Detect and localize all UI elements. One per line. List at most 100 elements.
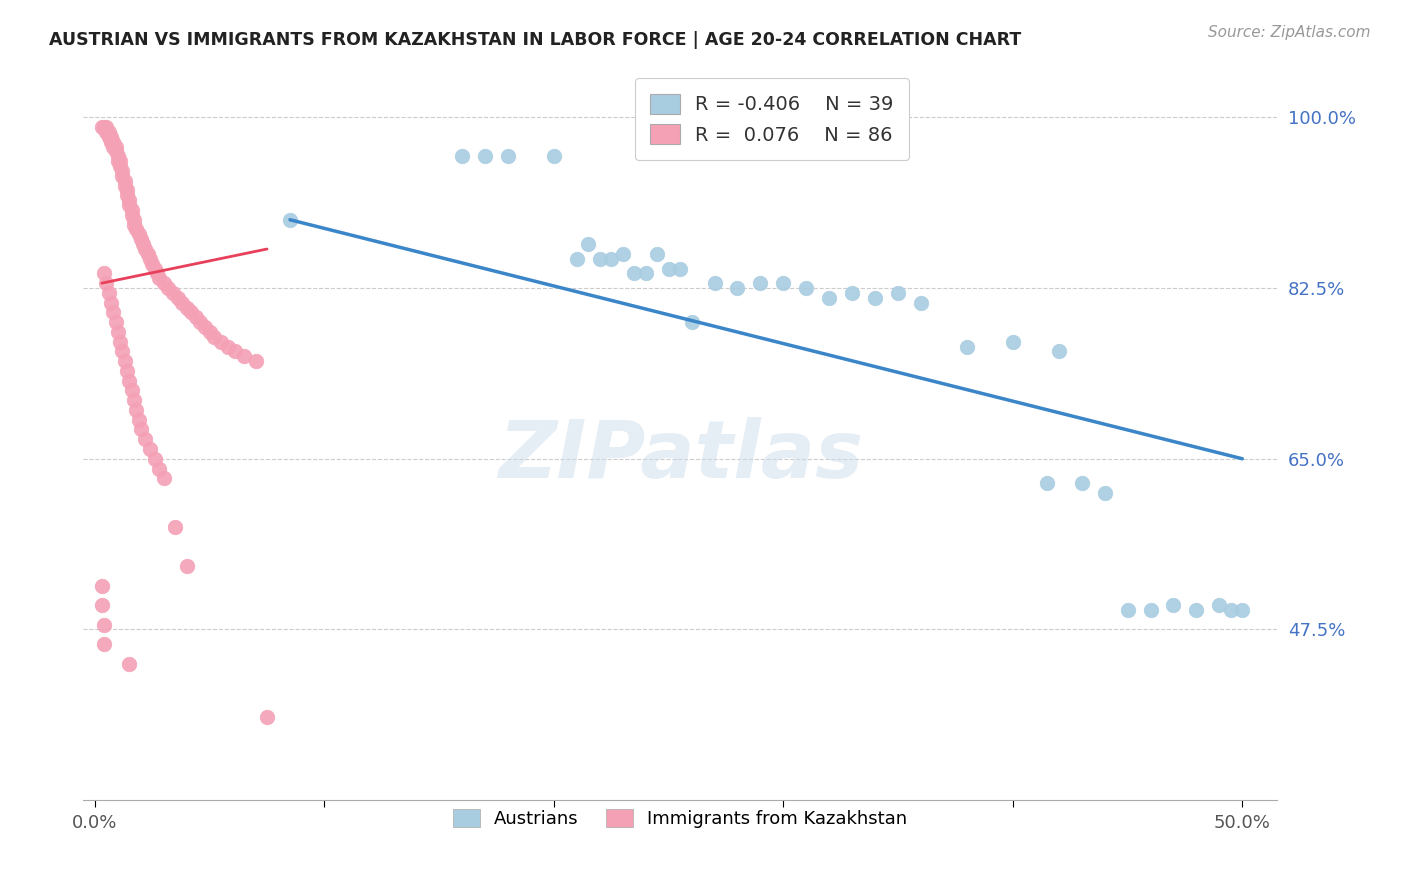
Point — [139, 442, 162, 456]
Point — [115, 188, 138, 202]
Point — [1001, 334, 1024, 349]
Point — [496, 149, 519, 163]
Point — [1219, 603, 1241, 617]
Point — [121, 202, 143, 217]
Point — [176, 301, 198, 315]
Point — [202, 330, 225, 344]
Point — [104, 315, 127, 329]
Point — [841, 285, 863, 300]
Point — [100, 135, 122, 149]
Point — [97, 129, 120, 144]
Point — [157, 281, 180, 295]
Point — [90, 598, 112, 612]
Point — [108, 154, 131, 169]
Point — [129, 232, 152, 246]
Point — [93, 266, 115, 280]
Point — [612, 247, 634, 261]
Point — [1116, 603, 1139, 617]
Point — [474, 149, 496, 163]
Point — [233, 349, 256, 363]
Point — [125, 403, 148, 417]
Point — [103, 135, 125, 149]
Point — [165, 520, 187, 534]
Point — [224, 344, 246, 359]
Point — [134, 242, 156, 256]
Point — [176, 559, 198, 574]
Point — [129, 422, 152, 436]
Text: Source: ZipAtlas.com: Source: ZipAtlas.com — [1208, 25, 1371, 40]
Point — [634, 266, 657, 280]
Point — [143, 261, 166, 276]
Point — [141, 257, 163, 271]
Point — [1185, 603, 1208, 617]
Point — [125, 222, 148, 236]
Point — [162, 285, 184, 300]
Point — [104, 139, 127, 153]
Point — [100, 129, 122, 144]
Point — [910, 295, 932, 310]
Point — [543, 149, 565, 163]
Point — [681, 315, 703, 329]
Point — [451, 149, 474, 163]
Point — [111, 344, 134, 359]
Point — [749, 276, 772, 290]
Point — [184, 310, 207, 325]
Point — [956, 340, 979, 354]
Point — [108, 334, 131, 349]
Point — [1163, 598, 1185, 612]
Point — [115, 184, 138, 198]
Point — [703, 276, 725, 290]
Point — [104, 145, 127, 159]
Point — [134, 432, 156, 446]
Point — [96, 276, 118, 290]
Point — [107, 325, 129, 339]
Point — [107, 149, 129, 163]
Point — [863, 291, 886, 305]
Point — [97, 285, 120, 300]
Point — [278, 212, 301, 227]
Point — [148, 271, 170, 285]
Point — [1070, 476, 1092, 491]
Point — [96, 125, 118, 139]
Point — [118, 198, 141, 212]
Point — [114, 178, 136, 193]
Point — [118, 193, 141, 207]
Point — [245, 354, 267, 368]
Point — [194, 320, 217, 334]
Point — [887, 285, 910, 300]
Text: AUSTRIAN VS IMMIGRANTS FROM KAZAKHSTAN IN LABOR FORCE | AGE 20-24 CORRELATION CH: AUSTRIAN VS IMMIGRANTS FROM KAZAKHSTAN I… — [49, 31, 1022, 49]
Point — [111, 164, 134, 178]
Point — [565, 252, 588, 266]
Point — [166, 291, 188, 305]
Point — [148, 461, 170, 475]
Point — [108, 159, 131, 173]
Point — [623, 266, 645, 280]
Point — [118, 374, 141, 388]
Point — [256, 710, 278, 724]
Point — [97, 125, 120, 139]
Point — [1047, 344, 1070, 359]
Point — [128, 413, 150, 427]
Point — [90, 120, 112, 134]
Point — [818, 291, 841, 305]
Point — [103, 139, 125, 153]
Point — [180, 305, 202, 319]
Point — [794, 281, 817, 295]
Text: ZIPatlas: ZIPatlas — [498, 417, 863, 495]
Point — [100, 295, 122, 310]
Point — [727, 281, 749, 295]
Point — [146, 266, 169, 280]
Point — [122, 393, 145, 408]
Point — [198, 325, 221, 339]
Point — [589, 252, 612, 266]
Point — [152, 276, 174, 290]
Point — [93, 120, 115, 134]
Point — [122, 212, 145, 227]
Point — [658, 261, 681, 276]
Point — [96, 120, 118, 134]
Point — [152, 471, 174, 485]
Point — [121, 384, 143, 398]
Point — [118, 657, 141, 671]
Point — [217, 340, 239, 354]
Point — [136, 247, 159, 261]
